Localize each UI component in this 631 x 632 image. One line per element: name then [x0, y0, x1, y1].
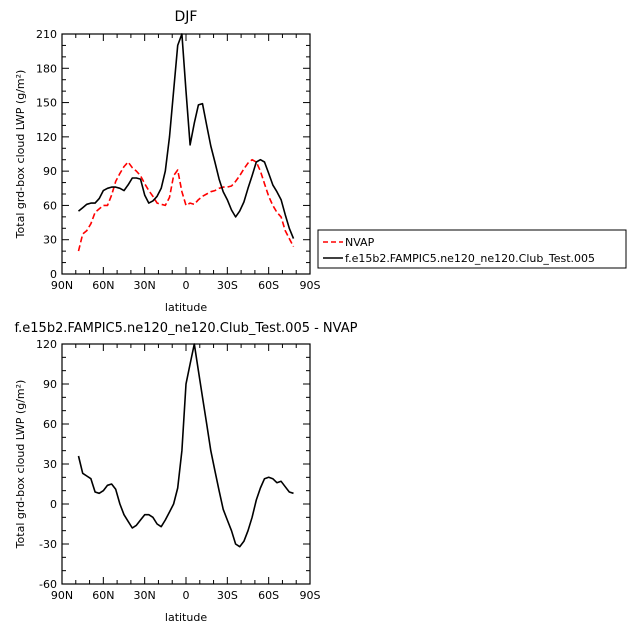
series-line-0: [77, 343, 294, 548]
x-tick-label: 60N: [92, 589, 114, 602]
x-tick-label: 90S: [300, 589, 321, 602]
y-tick-label: 90: [43, 378, 57, 391]
y-tick-label: 0: [50, 498, 57, 511]
plot-area: 0 30 60 90 120 150 180 210 90N 60N 30N 0 30S 60S 90S: [36, 28, 321, 292]
x-tick-label: 30S: [217, 279, 238, 292]
series-line-0: [77, 158, 295, 252]
x-tick-label: 30N: [134, 589, 156, 602]
x-tick-label: 30S: [217, 589, 238, 602]
y-tick-label: -60: [39, 578, 57, 591]
y-tick-label: 180: [36, 62, 57, 75]
x-tick-label: 60S: [258, 589, 279, 602]
series-line-1: [77, 33, 295, 239]
chart-djf: DJF latitude Total grd-box cloud LWP (g/…: [14, 9, 627, 314]
y-tick-label: 30: [43, 458, 57, 471]
y-tick-label: 90: [43, 165, 57, 178]
chart-title: f.e15b2.FAMPIC5.ne120_ne120.Club_Test.00…: [15, 321, 358, 336]
legend: NVAP f.e15b2.FAMPIC5.ne120_ne120.Club_Te…: [317, 229, 627, 269]
chart-title: DJF: [175, 9, 198, 25]
y-tick-label: 150: [36, 97, 57, 110]
y-tick-label: 120: [36, 131, 57, 144]
y-tick-label: 210: [36, 28, 57, 41]
y-tick-label: 60: [43, 199, 57, 212]
x-tick-label: 90N: [51, 589, 73, 602]
plot-frame: [61, 33, 311, 275]
y-tick-label: 0: [50, 268, 57, 281]
x-tick-label: 90S: [300, 279, 321, 292]
x-axis-label: latitude: [165, 611, 207, 624]
legend-label-model: f.e15b2.FAMPIC5.ne120_ne120.Club_Test.00…: [345, 252, 595, 265]
y-tick-label: 30: [43, 234, 57, 247]
x-tick-label: 0: [183, 279, 190, 292]
plot-area: -60 -30 0 30 60 90 120 90N 60N 30N 0 30S 60S 90S: [36, 338, 321, 602]
legend-box: [317, 229, 627, 269]
plot-frame: [61, 343, 311, 585]
x-tick-label: 60N: [92, 279, 114, 292]
chart-difference: f.e15b2.FAMPIC5.ne120_ne120.Club_Test.00…: [14, 321, 358, 624]
x-tick-label: 60S: [258, 279, 279, 292]
y-tick-label: 60: [43, 418, 57, 431]
x-axis-label: latitude: [165, 301, 207, 314]
y-tick-label: -30: [39, 538, 57, 551]
x-tick-label: 90N: [51, 279, 73, 292]
y-axis-label: Total grd-box cloud LWP (g/m²): [14, 70, 27, 240]
x-tick-label: 30N: [134, 279, 156, 292]
y-axis-label: Total grd-box cloud LWP (g/m²): [14, 380, 27, 550]
x-tick-label: 0: [183, 589, 190, 602]
y-tick-label: 120: [36, 338, 57, 351]
legend-label-nvap: NVAP: [345, 236, 375, 249]
